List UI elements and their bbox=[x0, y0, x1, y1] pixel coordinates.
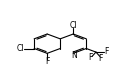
Text: Cl: Cl bbox=[70, 21, 77, 30]
Text: F: F bbox=[105, 47, 109, 56]
Text: Cl: Cl bbox=[16, 44, 24, 53]
Text: F: F bbox=[88, 53, 92, 62]
Text: F: F bbox=[98, 54, 103, 63]
Text: F: F bbox=[45, 57, 49, 66]
Text: N: N bbox=[71, 51, 77, 60]
